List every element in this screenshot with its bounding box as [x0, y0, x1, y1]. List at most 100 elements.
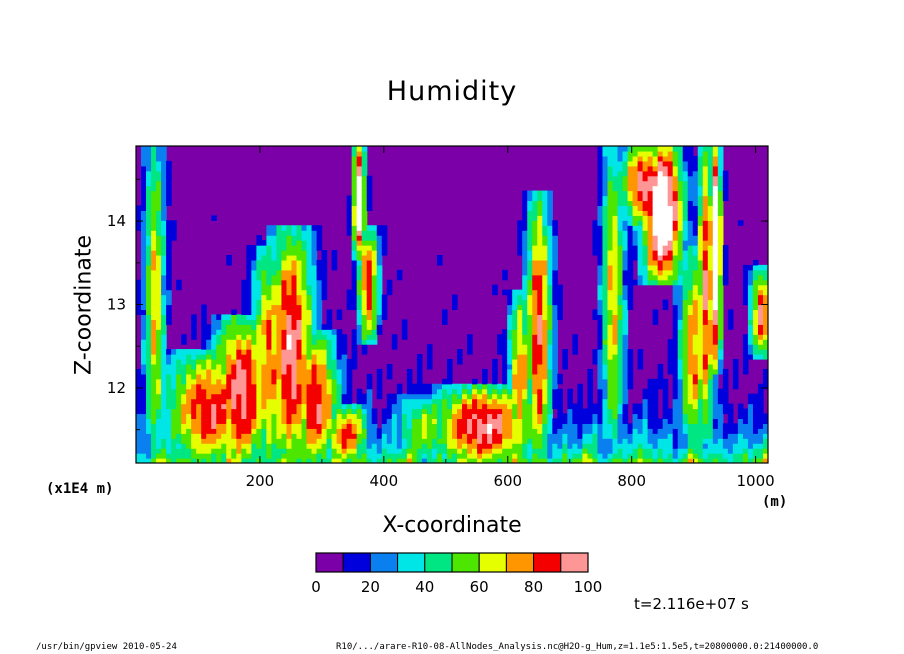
field-cell: [672, 428, 679, 434]
field-cell: [166, 264, 172, 271]
field-cell: [291, 314, 298, 320]
colorbar-label: 20: [361, 578, 380, 596]
field-cell: [371, 453, 378, 459]
field-cell: [722, 403, 729, 410]
field-cell: [607, 428, 614, 434]
field-cell: [507, 289, 513, 296]
field-cell: [547, 433, 553, 439]
field-cell: [366, 408, 373, 415]
field-cell: [161, 314, 167, 320]
field-cell: [281, 363, 288, 370]
field-cell: [216, 334, 222, 340]
field-cell: [537, 378, 543, 385]
field-cell: [156, 289, 162, 296]
field-cell: [617, 235, 624, 241]
field-cell: [286, 423, 293, 429]
field-cell: [707, 304, 714, 311]
field-cell: [336, 378, 343, 385]
field-cell: [492, 428, 498, 434]
field-cell: [336, 403, 343, 410]
field-cell: [622, 289, 629, 296]
field-cell: [306, 299, 313, 306]
field-cell: [747, 269, 754, 276]
field-cell: [592, 220, 599, 226]
field-cell: [612, 240, 619, 246]
field-cell: [692, 453, 699, 459]
field-cell: [607, 378, 614, 385]
field-cell: [477, 433, 483, 439]
field-cell: [497, 453, 503, 459]
field-cell: [712, 304, 719, 311]
field-cell: [331, 448, 338, 454]
field-cell: [697, 423, 704, 429]
field-cell: [291, 423, 298, 429]
field-cell: [687, 453, 694, 459]
field-cell: [622, 344, 629, 350]
field-cell: [216, 378, 222, 385]
field-cell: [161, 235, 167, 241]
field-cell: [166, 354, 172, 360]
field-cell: [211, 363, 217, 370]
field-cell: [411, 413, 418, 420]
field-cell: [161, 185, 167, 192]
field-cell: [612, 413, 619, 420]
field-cell: [567, 418, 573, 424]
field-cell: [622, 354, 629, 360]
field-cell: [547, 259, 553, 266]
field-cell: [607, 349, 614, 355]
field-cell: [482, 413, 488, 420]
field-cell: [717, 185, 724, 192]
field-cell: [361, 264, 368, 271]
field-cell: [707, 373, 714, 380]
field-cell: [647, 418, 654, 424]
field-cell: [221, 428, 227, 434]
field-cell: [597, 215, 604, 221]
field-cell: [201, 309, 207, 315]
field-cell: [677, 388, 684, 395]
field-cell: [371, 339, 378, 345]
field-cell: [607, 284, 614, 291]
field-cell: [361, 309, 368, 315]
field-cell: [346, 403, 353, 410]
field-cell: [717, 428, 724, 434]
field-cell: [206, 413, 212, 420]
field-cell: [562, 428, 568, 434]
field-cell: [136, 299, 142, 306]
field-cell: [607, 215, 614, 221]
field-cell: [216, 314, 222, 320]
field-cell: [647, 413, 654, 420]
field-cell: [311, 458, 318, 463]
field-cell: [191, 354, 197, 360]
field-cell: [572, 423, 578, 429]
field-cell: [396, 448, 403, 454]
field-cell: [692, 413, 699, 420]
field-cell: [747, 289, 754, 296]
field-cell: [331, 254, 338, 261]
field-cell: [316, 235, 323, 241]
field-cell: [527, 200, 533, 207]
field-cell: [251, 274, 257, 281]
field-cell: [662, 398, 669, 405]
field-cell: [191, 413, 197, 420]
field-cell: [226, 403, 232, 410]
field-cell: [366, 339, 373, 345]
field-cell: [326, 443, 333, 449]
field-cell: [632, 155, 639, 162]
field-cell: [762, 453, 768, 459]
field-cell: [321, 428, 328, 434]
field-cell: [647, 408, 654, 415]
field-cell: [702, 225, 709, 231]
field-cell: [316, 354, 323, 360]
field-cell: [592, 438, 599, 444]
field-cell: [361, 284, 368, 291]
field-cell: [622, 210, 629, 216]
field-cell: [296, 349, 303, 355]
field-cell: [361, 245, 368, 251]
field-cell: [752, 309, 759, 315]
field-cell: [722, 175, 729, 182]
field-cell: [637, 175, 644, 182]
field-cell: [141, 235, 147, 241]
field-cell: [482, 408, 488, 415]
field-cell: [161, 294, 167, 301]
field-cell: [547, 358, 553, 365]
